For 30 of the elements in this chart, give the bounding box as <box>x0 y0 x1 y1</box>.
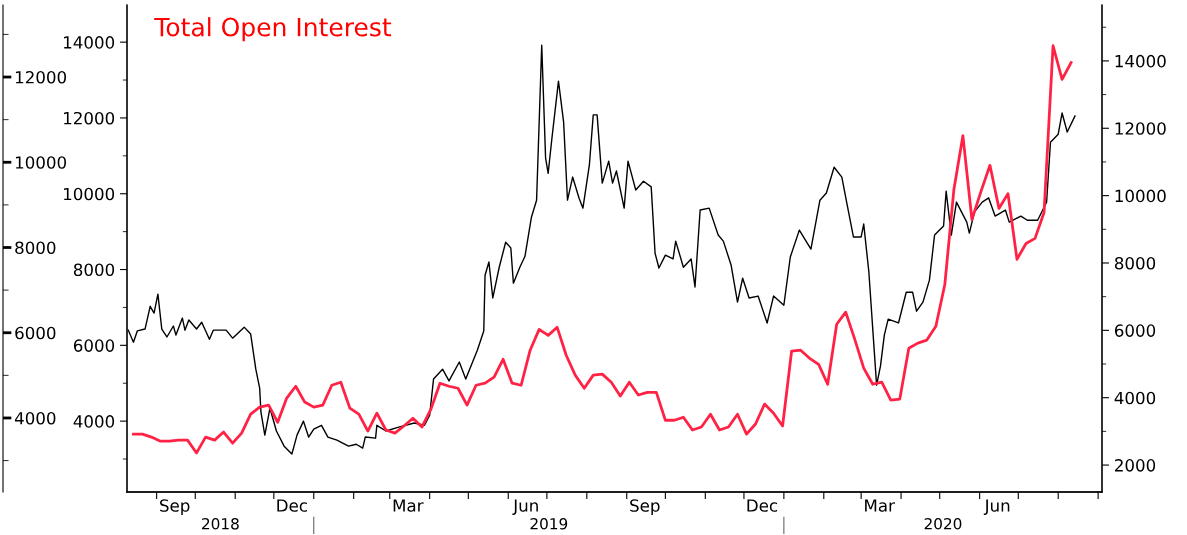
text: 2020 <box>924 517 962 530</box>
y2-tick-label: 4000 <box>1114 391 1156 405</box>
x-tick-label: Dec <box>277 499 307 512</box>
x-tick-label: Jun <box>983 499 1010 515</box>
y2-tick-label: 2000 <box>1115 459 1156 472</box>
y-tick-label: 10000 <box>64 187 115 201</box>
y2-tick-label: 10000 <box>1115 189 1166 203</box>
text: 2018 <box>202 517 239 530</box>
x-tick-label: Sep <box>630 499 660 516</box>
x-tick-label: Mar <box>865 499 895 512</box>
y2-tick-label: 14000 <box>1115 54 1166 68</box>
y3-tick-label: 8000 <box>15 241 56 255</box>
y2-tick-label: 12000 <box>1115 122 1166 135</box>
y-tick-label: 12000 <box>64 111 115 125</box>
y-tick-label: 14000 <box>64 36 115 49</box>
y2-tick-label: 6000 <box>1114 324 1156 337</box>
chart-title: Total Open Interest <box>154 17 392 42</box>
y-tick-label: 6000 <box>73 339 115 352</box>
y3-tick-label: 12000 <box>15 70 67 84</box>
y-tick-label: 4000 <box>73 415 115 428</box>
y3-tick-label: 10000 <box>15 156 67 169</box>
x-tick-label: Jun <box>512 499 538 515</box>
y2-tick-label: 8000 <box>1114 256 1156 270</box>
x-tick-label: Mar <box>393 499 424 512</box>
y3-tick-label: 6000 <box>15 326 56 340</box>
y3-tick-label: 4000 <box>14 411 56 425</box>
x-tick-label: Sep <box>160 499 190 516</box>
y-tick-label: 8000 <box>73 263 115 277</box>
x-tick-label: Dec <box>747 499 778 512</box>
text: 2019 <box>530 517 568 530</box>
